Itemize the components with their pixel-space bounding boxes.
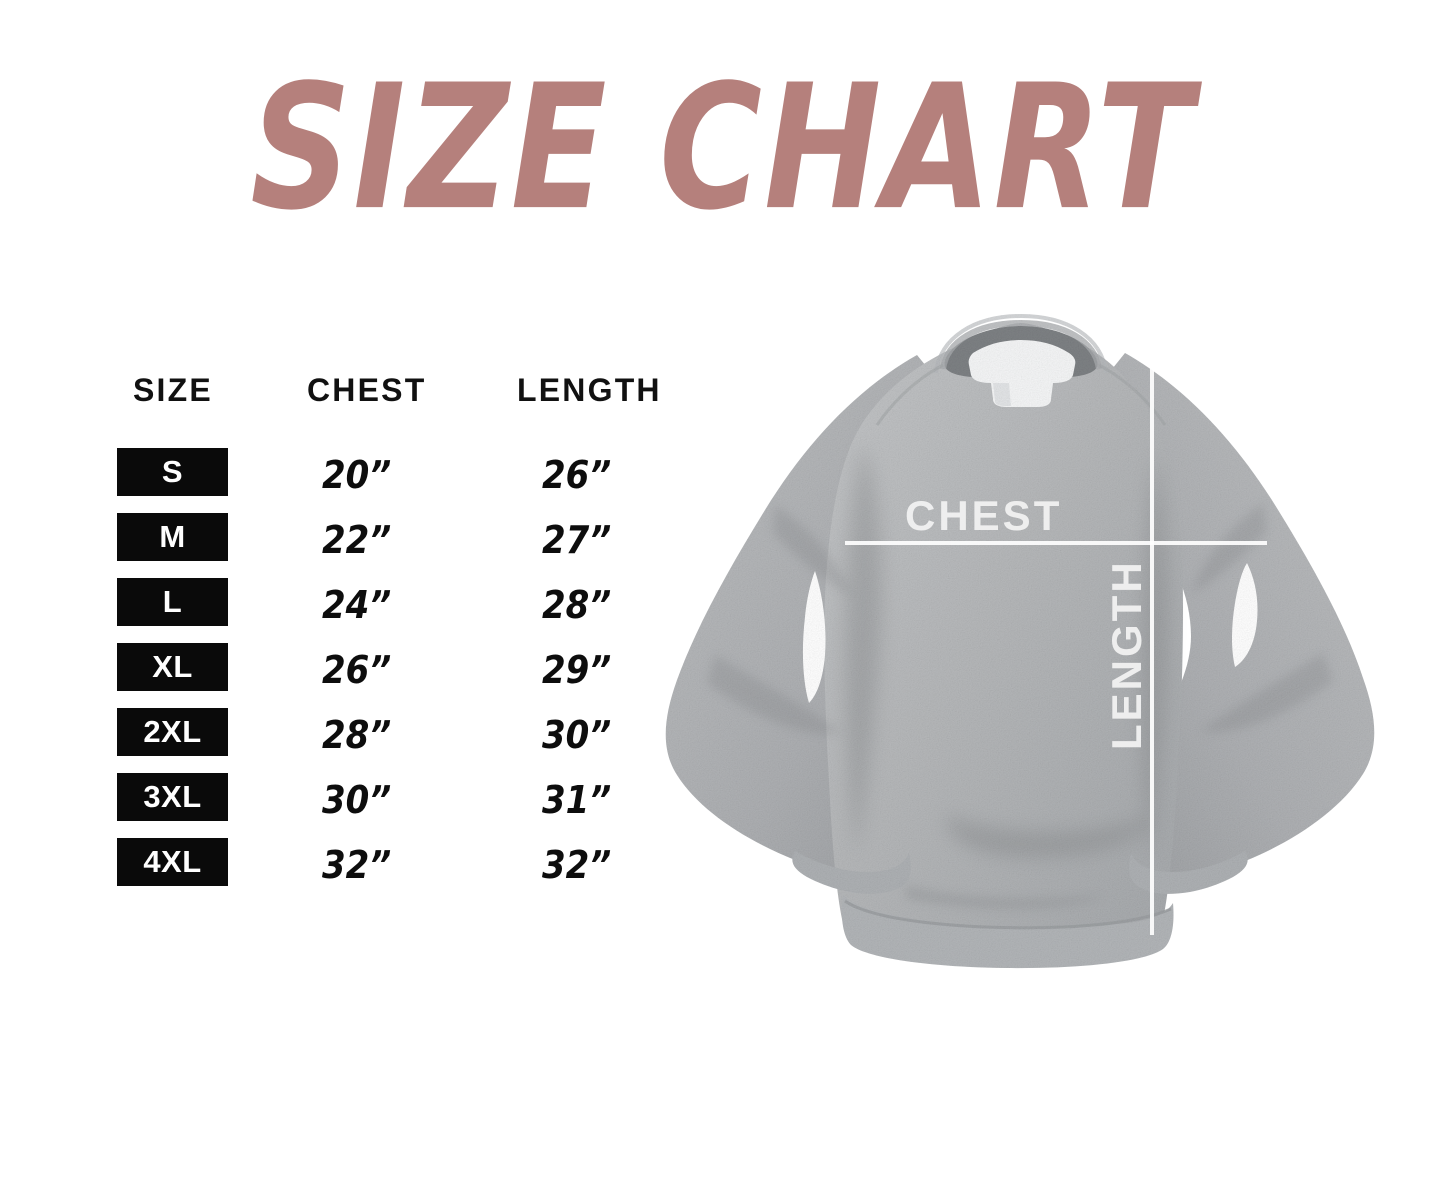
sleeve-fold-right-2 — [1201, 653, 1333, 732]
size-chip: 3XL — [117, 773, 228, 821]
page-title: SIZE CHART — [250, 47, 1195, 249]
size-chip: M — [117, 513, 228, 561]
column-header-length: LENGTH — [517, 372, 662, 408]
size-chip: L — [117, 578, 228, 626]
chest-value: 30” — [322, 778, 392, 824]
table-row: 4XL 32” 32” — [117, 838, 717, 903]
sleeve-fold-right-1 — [1191, 503, 1267, 593]
length-value: 29” — [542, 648, 612, 694]
garment-fabric — [665, 313, 1375, 969]
fold-shadow-2 — [1142, 455, 1169, 861]
chest-value: 24” — [322, 583, 392, 629]
column-header-size: SIZE — [133, 372, 213, 408]
left-sleeve-gap — [802, 571, 826, 703]
table-body: S 20” 26” M 22” 27” L 24” 28” XL 26” 29”… — [117, 448, 717, 903]
table-row: L 24” 28” — [117, 578, 717, 643]
size-chart-table: SIZE CHEST LENGTH S 20” 26” M 22” 27” L … — [117, 372, 717, 903]
length-value: 26” — [542, 453, 612, 499]
size-chip: 4XL — [117, 838, 228, 886]
chest-value: 22” — [322, 518, 392, 564]
collar-rib-2 — [934, 313, 1108, 374]
size-chip: S — [117, 448, 228, 496]
length-overlay-label: LENGTH — [1103, 559, 1150, 750]
neck-tag-fold — [993, 383, 1011, 406]
right-cuff — [1129, 851, 1248, 894]
length-value: 32” — [542, 843, 612, 889]
sleeve-fold-left-2 — [707, 655, 841, 734]
sweatshirt-body — [824, 323, 1183, 954]
table-header-row: SIZE CHEST LENGTH — [117, 372, 717, 418]
table-row: M 22” 27” — [117, 513, 717, 578]
chest-value: 28” — [322, 713, 392, 759]
table-row: S 20” 26” — [117, 448, 717, 513]
body-fold-lower — [905, 885, 1105, 909]
fold-shadow-1 — [845, 445, 882, 855]
chest-value: 32” — [322, 843, 392, 889]
length-value: 28” — [542, 583, 612, 629]
measurement-overlay: CHEST LENGTH — [845, 317, 1267, 935]
chest-overlay-label: CHEST — [905, 492, 1062, 539]
chest-value: 20” — [322, 453, 392, 499]
column-header-chest: CHEST — [307, 372, 427, 408]
size-chip: XL — [117, 643, 228, 691]
shoulder-seam-left — [875, 363, 944, 426]
waistband — [841, 895, 1174, 969]
length-value: 31” — [542, 778, 612, 824]
length-value: 30” — [542, 713, 612, 759]
collar-rib — [940, 319, 1102, 370]
size-chip: 2XL — [117, 708, 228, 756]
left-cuff — [792, 851, 911, 894]
length-value: 27” — [542, 518, 612, 564]
sleeve-fold-left-1 — [773, 505, 851, 595]
table-row: XL 26” 29” — [117, 643, 717, 708]
chest-value: 26” — [322, 648, 392, 694]
right-sleeve-gap — [1232, 563, 1258, 667]
sweatshirt-illustration: CHEST LENGTH — [655, 295, 1385, 975]
waistband-seam — [844, 899, 1172, 930]
shoulder-seam-right — [1098, 363, 1167, 426]
table-row: 3XL 30” 31” — [117, 773, 717, 838]
fold-shadow-3 — [945, 815, 1153, 857]
table-row: 2XL 28” 30” — [117, 708, 717, 773]
